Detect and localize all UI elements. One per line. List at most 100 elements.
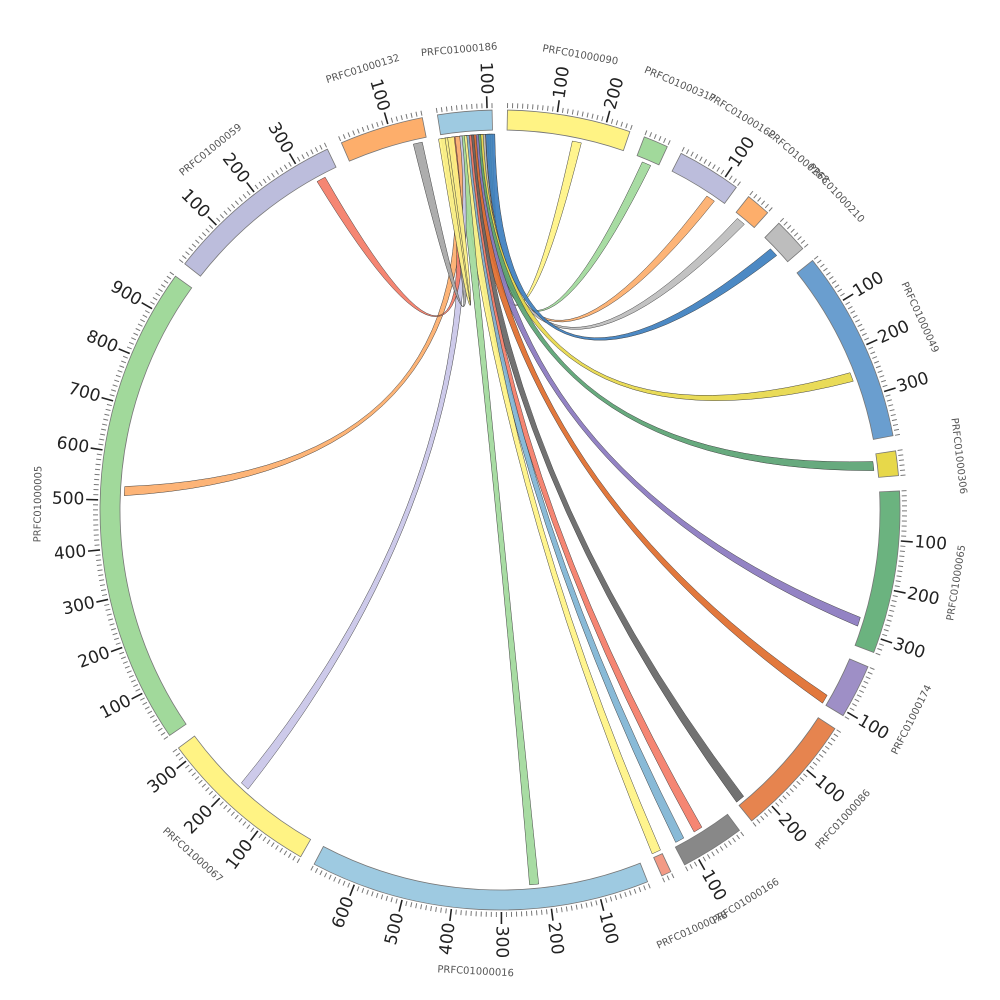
major-tick: [246, 182, 255, 193]
minor-tick: [158, 288, 163, 292]
major-tick: [141, 301, 153, 310]
minor-tick: [542, 105, 544, 111]
segment-label-prfc01000090: PRFC01000090: [542, 43, 619, 67]
minor-tick: [736, 834, 741, 840]
minor-tick: [590, 901, 593, 907]
ideogram-prfc01000162: [671, 152, 737, 204]
major-tick: [771, 805, 781, 816]
link-ribbon-prfc01000086: [464, 134, 744, 803]
tick-label: 700: [66, 379, 103, 407]
minor-tick: [131, 337, 137, 341]
minor-tick: [757, 197, 762, 202]
segment-label-prfc01000186: PRFC01000186: [421, 41, 498, 59]
minor-tick: [114, 379, 120, 383]
minor-tick: [783, 221, 788, 226]
minor-tick: [712, 164, 716, 170]
minor-tick: [100, 589, 107, 592]
minor-tick: [852, 314, 858, 319]
minor-tick: [142, 701, 148, 706]
ideogram-prfc01000065: [854, 490, 901, 654]
minor-tick: [105, 408, 111, 412]
minor-tick: [886, 399, 892, 402]
minor-tick: [410, 902, 413, 908]
tick-label: 100: [811, 771, 849, 807]
minor-tick: [716, 167, 720, 172]
minor-tick: [120, 656, 126, 660]
minor-tick: [128, 341, 134, 345]
minor-tick: [371, 891, 374, 897]
tick-label: 300: [894, 368, 931, 397]
minor-tick: [133, 332, 139, 336]
minor-tick: [133, 684, 139, 688]
minor-tick: [195, 239, 200, 244]
minor-tick: [410, 112, 413, 118]
ideogram-prfc01000086: [738, 717, 836, 822]
minor-tick: [135, 328, 141, 332]
minor-tick: [596, 114, 599, 120]
major-tick: [550, 908, 554, 921]
minor-tick: [796, 780, 801, 785]
major-tick: [207, 216, 217, 226]
minor-tick: [893, 428, 900, 431]
tick-label: 100: [854, 711, 892, 745]
minor-tick: [152, 296, 158, 301]
minor-tick: [703, 159, 707, 164]
minor-tick: [614, 895, 618, 901]
minor-tick: [194, 776, 200, 781]
link-ribbon-prfc01000186: [438, 136, 471, 306]
minor-tick: [208, 790, 214, 795]
minor-tick: [144, 706, 150, 710]
minor-tick: [786, 225, 792, 230]
minor-tick: [356, 886, 360, 892]
minor-tick: [106, 613, 112, 616]
minor-tick: [830, 737, 836, 742]
minor-tick: [287, 853, 292, 858]
minor-tick: [723, 843, 728, 849]
minor-tick: [815, 757, 821, 762]
minor-tick: [266, 175, 271, 181]
minor-tick: [140, 319, 146, 323]
tick-label: 100: [697, 866, 730, 904]
minor-tick: [262, 836, 267, 842]
major-tick: [90, 447, 103, 451]
minor-tick: [899, 550, 905, 552]
major-tick: [806, 769, 817, 779]
minor-tick: [644, 130, 648, 136]
major-tick: [110, 646, 123, 653]
minor-tick: [275, 170, 279, 175]
minor-tick: [124, 665, 130, 669]
minor-tick: [95, 463, 101, 466]
minor-tick: [764, 812, 769, 817]
minor-tick: [395, 116, 398, 122]
minor-tick: [115, 642, 121, 645]
minor-tick: [875, 652, 881, 656]
minor-tick: [601, 116, 604, 122]
ideogram-prfc01000268: [735, 196, 769, 229]
major-tick: [556, 100, 560, 113]
ideogram-prfc01000059: [184, 148, 337, 277]
minor-tick: [782, 795, 787, 800]
minor-tick: [869, 667, 875, 670]
minor-tick: [693, 861, 698, 867]
minor-tick: [854, 698, 860, 702]
minor-tick: [824, 745, 830, 750]
minor-tick: [121, 360, 127, 364]
ideogram-prfc01000306: [875, 450, 899, 478]
minor-tick: [109, 394, 115, 397]
minor-tick: [844, 716, 850, 720]
minor-tick: [867, 671, 873, 675]
minor-tick: [117, 370, 123, 373]
minor-tick: [270, 842, 275, 847]
minor-tick: [112, 632, 118, 636]
segment-label-prfc01000306: PRFC01000306: [948, 417, 968, 494]
minor-tick: [205, 228, 210, 233]
link-ribbon-prfc01000306: [471, 134, 875, 471]
major-tick: [605, 110, 611, 123]
minor-tick: [288, 161, 292, 167]
minor-tick: [95, 554, 101, 556]
minor-tick: [109, 623, 115, 626]
minor-tick: [647, 883, 651, 889]
tick-label: 400: [53, 541, 87, 564]
minor-tick: [455, 909, 457, 915]
minor-tick: [566, 108, 569, 114]
